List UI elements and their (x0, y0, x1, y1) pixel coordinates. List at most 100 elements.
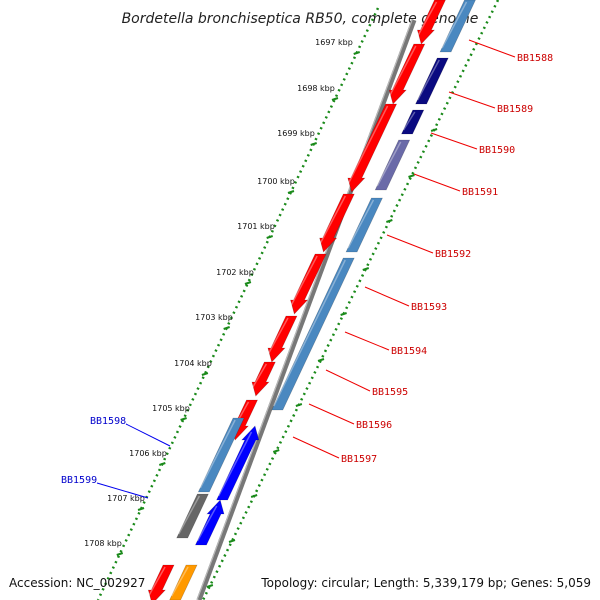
forward-cds-arrow-bevel (319, 195, 346, 245)
kbp-tick-label: 1699 kbp (277, 129, 315, 138)
cds-gray-bb1599-bevel (178, 495, 201, 535)
gene-features (147, 0, 476, 600)
forward-cds-arrow-bevel (388, 45, 417, 97)
outer-tick-mark (287, 190, 295, 194)
kbp-tick-label: 1707 kbp (107, 494, 145, 503)
outer-tick-mark (223, 326, 230, 330)
kbp-tick-label: 1700 kbp (257, 177, 295, 186)
gene-label-bb1596[interactable]: BB1596 (356, 420, 392, 431)
gene-label-bb1599[interactable]: BB1599 (61, 475, 97, 486)
gene-label-bb1590[interactable]: BB1590 (479, 145, 515, 156)
kbp-tick-label: 1701 kbp (237, 222, 275, 231)
cds-gray-bb1599 (176, 493, 209, 539)
gene-labels-left: BB1598 BB1599 (61, 416, 171, 499)
cds-steelblue-bevel (347, 199, 375, 249)
forward-cds-arrow (388, 43, 426, 105)
kbp-tick-label: 1704 kbp (174, 359, 212, 368)
outer-tick-mark (310, 142, 317, 146)
kbp-tick-label: 1698 kbp (297, 84, 335, 93)
forward-cds-arrow (267, 315, 298, 363)
gene-label-bb1598[interactable]: BB1598 (90, 416, 126, 427)
inner-tick-mark (340, 312, 347, 316)
cds-steelblue-bb1598 (197, 417, 245, 493)
inner-tick-mark (250, 494, 258, 498)
outer-tick-mark (331, 97, 339, 101)
outer-tick-mark (137, 507, 145, 511)
reverse-cds-arrow (194, 499, 225, 546)
inner-tick-mark (362, 267, 370, 271)
outer-tick-mark (180, 417, 187, 421)
gene-leader-line (386, 234, 434, 254)
forward-cds-arrow-bevel (147, 566, 166, 597)
kbp-tick-label: 1708 kbp (84, 539, 122, 548)
cds-orange-bevel (170, 566, 189, 597)
kbp-ticks: 1697 kbp 1698 kbp 1699 kbp 1700 kbp 1701 kbp… (84, 38, 438, 588)
cds-steelblue-bevel (441, 1, 468, 49)
cds-navy (415, 57, 449, 105)
gene-label-bb1589[interactable]: BB1589 (497, 104, 533, 115)
gene-leader-line (292, 436, 340, 459)
reverse-cds-arrow (216, 425, 260, 501)
outer-ruler-track (96, 7, 380, 600)
reverse-cds-arrow-bevel (217, 431, 253, 497)
genome-backbone (196, 19, 417, 600)
gene-leader-line (344, 331, 390, 351)
cds-slate (374, 139, 411, 191)
map-title: Bordetella bronchiseptica RB50, complete… (122, 11, 479, 27)
outer-tick-mark (244, 281, 252, 285)
cds-steelblue (439, 0, 476, 53)
outer-tick-mark (201, 372, 209, 376)
gene-label-bb1592[interactable]: BB1592 (435, 249, 471, 260)
gene-label-bb1594[interactable]: BB1594 (391, 346, 427, 357)
cds-navy (401, 109, 425, 135)
gene-leader-line (468, 39, 516, 58)
cds-navy-bevel (402, 111, 416, 131)
inner-tick-mark (295, 403, 303, 407)
inner-tick-mark (272, 449, 280, 453)
reverse-cds-arrow-bevel (196, 505, 218, 542)
forward-cds-arrow (251, 361, 276, 397)
inner-tick-mark (317, 358, 325, 362)
gene-labels-right: BB1588 BB1589 BB1590 BB1591 BB1592 BB1593 BB15… (292, 39, 553, 465)
outer-tick-mark (116, 552, 124, 556)
outer-tick-mark (159, 462, 166, 466)
inner-tick-mark (386, 219, 393, 223)
forward-cds-arrow-bevel (417, 1, 438, 37)
inner-tick-mark (228, 539, 236, 543)
gene-label-bb1593[interactable]: BB1593 (411, 302, 447, 313)
topology-text: Topology: circular; Length: 5,339,179 bp… (260, 576, 591, 590)
cds-steelblue (345, 197, 383, 253)
forward-cds-arrow-bevel (347, 105, 389, 185)
cds-slate-bevel (376, 141, 402, 187)
inner-tick-mark (408, 174, 415, 178)
forward-cds-arrow-bevel (251, 363, 268, 389)
kbp-tick-label: 1702 kbp (216, 268, 254, 277)
forward-cds-arrow (290, 253, 327, 315)
cds-steelblue-bb1598-bevel (199, 419, 236, 489)
cds-steelblue (271, 257, 355, 411)
gene-leader-line (413, 173, 461, 192)
gene-leader-line (448, 91, 496, 109)
gene-label-bb1595[interactable]: BB1595 (372, 387, 408, 398)
gene-leader-line (96, 482, 149, 499)
gene-label-bb1597[interactable]: BB1597 (341, 454, 377, 465)
forward-cds-arrow (347, 103, 398, 193)
gene-leader-line (325, 369, 371, 392)
cds-navy-bevel (416, 59, 440, 101)
inner-tick-mark (430, 128, 438, 132)
forward-cds-arrow (147, 564, 175, 600)
gene-label-bb1591[interactable]: BB1591 (462, 187, 498, 198)
gene-label-bb1588[interactable]: BB1588 (517, 53, 553, 64)
forward-cds-arrow-bevel (267, 317, 289, 355)
gene-leader-line (125, 423, 171, 447)
cds-orange (169, 564, 198, 600)
kbp-tick-label: 1705 kbp (152, 404, 190, 413)
genome-backbone-highlight (196, 19, 413, 600)
forward-cds-arrow (319, 193, 355, 253)
gene-leader-line (364, 286, 410, 307)
forward-cds-arrow (417, 0, 446, 45)
accession-text: Accession: NC_002927 (9, 576, 145, 590)
kbp-tick-label: 1706 kbp (129, 449, 167, 458)
cds-steelblue-bevel (273, 259, 346, 407)
